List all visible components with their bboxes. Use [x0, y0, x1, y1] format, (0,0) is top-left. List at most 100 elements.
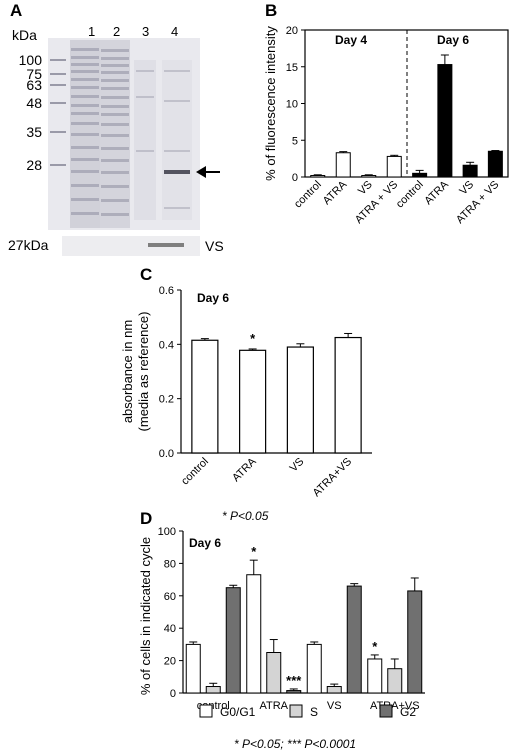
marker-label-75: 75 [26, 66, 42, 82]
bar-atra [239, 349, 267, 454]
bar-day-6-atra-vs [487, 150, 503, 178]
x-label-vs: VS [327, 700, 342, 712]
y-axis-label: % of fluorescence intensity [263, 26, 278, 181]
bar-vs [286, 346, 314, 454]
bar-vs-g2 [346, 585, 362, 694]
gel-band-l1-12 [71, 158, 99, 161]
x-label-control: control [179, 456, 211, 488]
blot-label: VS [205, 238, 224, 254]
marker-label-28: 28 [26, 157, 42, 173]
panel-a-letter: A [10, 1, 22, 20]
y-tick-label-100: 100 [158, 526, 176, 538]
x-label-day-6-atra: ATRA [422, 178, 451, 207]
band-arrow-icon [196, 166, 220, 178]
bar-vs-s [326, 686, 342, 694]
y-tick-label-40: 40 [164, 623, 176, 635]
y-tick-label-0: 0 [170, 688, 176, 700]
gel-band-l4-0 [164, 70, 190, 72]
y-tick-label-0-4: 0.4 [159, 339, 174, 351]
y-tick-label-60: 60 [164, 591, 176, 603]
bar-day-4-atra [335, 152, 351, 178]
lane-label-3: 3 [142, 24, 149, 39]
bar-control [191, 339, 219, 454]
footnote-c: * P<0.05 [222, 509, 269, 523]
bar-control-s [205, 686, 221, 694]
bar-day-6-atra [437, 64, 453, 178]
significance-atra-vs-g0-g1: * [372, 639, 378, 654]
gel-band-l3-2 [136, 150, 154, 152]
gel-band-l2-9 [101, 123, 129, 126]
x-label-atra-vs: ATRA+VS [311, 456, 355, 500]
x-label-atra: ATRA [259, 700, 288, 712]
gel-band-l1-4 [71, 78, 99, 81]
gel-band-l4-1 [164, 100, 190, 102]
y-tick-label-15: 15 [286, 62, 298, 74]
marker-label-35: 35 [26, 124, 42, 140]
gel-lane-3 [134, 60, 156, 220]
gel-band-l1-9 [71, 122, 99, 125]
bar-day-6-vs [462, 164, 478, 178]
kda-label: kDa [12, 27, 37, 43]
gel-band-l2-5 [101, 87, 129, 90]
gel-band-l2-2 [101, 64, 129, 67]
y-tick-label-0-6: 0.6 [159, 285, 174, 297]
legend-label-g2: G2 [400, 705, 416, 719]
gel-band-l4-2 [164, 150, 190, 152]
panel-b: B 0 5 10 15 20 % of fluorescence intensity Day… [263, 1, 509, 226]
x-label-day-6-vs: VS [457, 179, 476, 198]
y-axis-label-line-1: absorbance in nm [120, 320, 135, 423]
gel-band-l1-16 [71, 212, 99, 215]
bar-atra-vs-s [387, 668, 403, 694]
blot-band [148, 243, 184, 247]
y-tick-label-20: 20 [164, 656, 176, 668]
gel-band-l1-6 [71, 95, 99, 98]
gel-band-l1-11 [71, 146, 99, 149]
legend-swatch-g2 [379, 704, 393, 718]
gel-band-l2-10 [101, 134, 129, 137]
x-label-day-4-vs: VS [356, 179, 375, 198]
gel-band-l3-1 [136, 96, 154, 98]
legend-label-s: S [310, 705, 318, 719]
group-title-day-4: Day 4 [335, 33, 367, 47]
chart-d: 0 20 40 60 80 100 % of cells in indicated cycl… [138, 526, 425, 751]
gel-band-l2-15 [101, 199, 129, 202]
bar-atra-vs-g2 [407, 590, 423, 694]
gel-band-l2-16 [101, 213, 129, 216]
bar-vs-g0-g1 [306, 643, 322, 694]
y-tick-label-20: 20 [286, 25, 298, 37]
gel-band-l1-13 [71, 170, 99, 173]
y-axis-label-line-2: (media as reference) [136, 312, 151, 432]
y-tick-label-0: 0 [292, 172, 298, 184]
gel-band-l1-2 [71, 63, 99, 66]
gel-band-l2-4 [101, 79, 129, 82]
gel-band-l2-11 [101, 147, 129, 150]
bar-day-4-control [310, 175, 326, 178]
bar-control-g2 [225, 587, 241, 694]
lane-label-1: 1 [88, 24, 95, 39]
gel-band-l1-5 [71, 86, 99, 89]
bar-atra-vs-g0-g1 [367, 658, 383, 694]
bar-day-4-vs [361, 175, 377, 178]
lane-label-4: 4 [171, 24, 178, 39]
marker-label-48: 48 [26, 95, 42, 111]
gel-band-l2-14 [101, 185, 129, 188]
gel-band-l2-12 [101, 159, 129, 162]
x-label-day-4-atra: ATRA [321, 178, 350, 207]
y-tick-label-0-0: 0.0 [159, 448, 174, 460]
panel-c-letter: C [140, 265, 152, 284]
y-tick-label-10: 10 [286, 99, 298, 111]
y-tick-label-0-2: 0.2 [159, 394, 174, 406]
lane-label-2: 2 [113, 24, 120, 39]
gel-band-l2-7 [101, 105, 129, 108]
bar-day-6-control [412, 172, 428, 178]
chart-c: 0.0 0.2 0.4 0.6 absorbance in nm (media as re… [120, 285, 372, 523]
bar-control-g0-g1 [185, 643, 201, 694]
gel-band-l2-6 [101, 96, 129, 99]
gel-band-l1-10 [71, 133, 99, 136]
gel-band-l2-1 [101, 57, 129, 60]
gel-band-l2-3 [101, 71, 129, 74]
significance-atra-g0-g1: * [251, 544, 257, 559]
